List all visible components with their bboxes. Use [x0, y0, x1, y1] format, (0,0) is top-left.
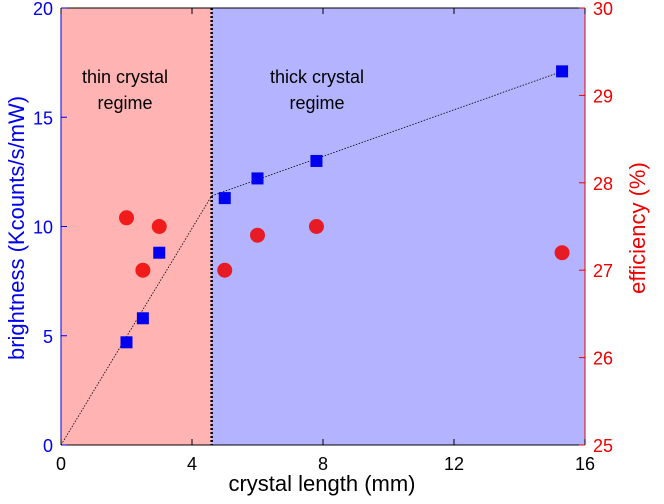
brightness-point	[153, 246, 166, 259]
left-axis-label: brightness (Kcounts/s/mW)	[4, 96, 29, 360]
brightness-point	[136, 312, 149, 325]
left-y-tick-label: 0	[43, 436, 53, 456]
brightness-point	[218, 192, 231, 205]
fit-line-thick-fit	[211, 70, 563, 197]
x-tick-label: 12	[444, 454, 464, 474]
right-y-tick-label: 26	[593, 349, 613, 369]
regions-layer	[61, 8, 585, 445]
region-thick	[211, 8, 585, 445]
ticks-layer: 0 4 8 12 16 0 5 10 15 20 25 26 27 28 29 30	[33, 0, 613, 474]
region-label-thin-line-2: regime	[97, 93, 152, 113]
x-axis-label: crystal length (mm)	[228, 471, 415, 496]
region-label-thick-line-2: regime	[289, 93, 344, 113]
right-y-tick-label: 28	[593, 174, 613, 194]
left-y-tick-label: 10	[33, 218, 53, 238]
efficiency-point	[308, 219, 324, 234]
brightness-point	[251, 172, 264, 185]
efficiency-point	[135, 262, 151, 278]
left-y-tick-label: 20	[33, 0, 53, 19]
x-tick-label: 0	[56, 454, 66, 474]
efficiency-point	[151, 219, 167, 234]
brightness-point	[556, 65, 569, 78]
brightness-point	[310, 154, 323, 167]
efficiency-point	[119, 210, 134, 226]
left-y-tick-label: 15	[33, 108, 53, 128]
right-axis-label: efficiency (%)	[625, 162, 650, 294]
fit-layer	[60, 70, 563, 446]
region-label-thin-line-1: thin crystal	[82, 67, 168, 87]
region-label-thick-line-1: thick crystal	[270, 67, 364, 87]
x-tick-label: 4	[187, 454, 197, 474]
right-y-tick-label: 27	[593, 261, 613, 281]
efficiency-point	[554, 245, 570, 261]
efficiency-point	[250, 227, 265, 243]
fit-line-thin-fit	[60, 195, 212, 446]
region-thin	[61, 8, 212, 445]
right-y-tick-label: 25	[593, 436, 613, 456]
right-y-tick-label: 30	[593, 0, 613, 19]
region-labels-layer: thin crystal regime thick crystal regime	[82, 67, 364, 113]
right-y-tick-label: 29	[593, 86, 613, 106]
left-y-tick-label: 5	[43, 327, 53, 347]
brightness-point	[120, 336, 133, 349]
points-layer	[119, 65, 570, 349]
x-tick-label: 8	[318, 454, 328, 474]
efficiency-point	[217, 262, 233, 278]
x-tick-label: 16	[575, 454, 595, 474]
